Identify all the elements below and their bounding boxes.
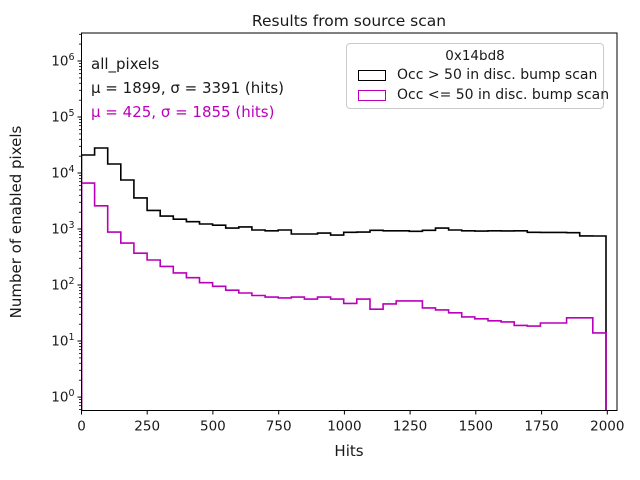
svg-text:500: 500 xyxy=(200,419,226,435)
chart-title: Results from source scan xyxy=(251,12,447,30)
svg-text:2000: 2000 xyxy=(590,419,624,435)
legend-label-occ-gt-50: Occ > 50 in disc. bump scan xyxy=(397,67,598,83)
svg-text:750: 750 xyxy=(266,419,292,435)
x-axis-label: Hits xyxy=(334,442,364,460)
svg-text:100: 100 xyxy=(51,388,74,406)
svg-text:0: 0 xyxy=(77,419,86,435)
legend-swatch-occ-gt-50-icon xyxy=(358,70,386,81)
plot-border xyxy=(81,32,618,411)
annotation-stats-occ-gt-50: μ = 1899, σ = 3391 (hits) xyxy=(91,79,284,97)
svg-text:101: 101 xyxy=(51,332,74,350)
legend-label-occ-le-50: Occ <= 50 in disc. bump scan xyxy=(397,87,610,103)
svg-text:1750: 1750 xyxy=(524,419,558,435)
svg-text:102: 102 xyxy=(51,276,74,294)
legend-swatch-occ-le-50-icon xyxy=(358,90,386,101)
legend-item-occ-gt-50: Occ > 50 in disc. bump scan xyxy=(358,67,603,84)
svg-text:104: 104 xyxy=(51,164,74,182)
histogram-series-1 xyxy=(81,182,607,411)
x-axis-ticks: 0 250 500 750 1000 1250 1500 1750 2000 xyxy=(77,410,624,435)
histogram-series-0 xyxy=(81,147,607,411)
y-axis-label: Number of enabled pixels xyxy=(7,125,25,319)
svg-text:1500: 1500 xyxy=(459,419,493,435)
svg-text:250: 250 xyxy=(134,419,160,435)
svg-text:103: 103 xyxy=(51,220,74,238)
svg-text:1250: 1250 xyxy=(393,419,427,435)
annotation-stats-occ-le-50: μ = 425, σ = 1855 (hits) xyxy=(91,103,275,121)
svg-text:106: 106 xyxy=(51,52,74,70)
legend-item-occ-le-50: Occ <= 50 in disc. bump scan xyxy=(358,87,609,104)
legend: 0x14bd8 Occ > 50 in disc. bump scan Occ … xyxy=(346,43,609,109)
svg-text:1000: 1000 xyxy=(327,419,361,435)
legend-title: 0x14bd8 xyxy=(445,48,505,64)
annotation-dataset-label: all_pixels xyxy=(91,55,160,73)
y-axis-ticks: 100 101 102 103 104 105 106 xyxy=(51,52,82,406)
svg-text:105: 105 xyxy=(51,108,74,126)
